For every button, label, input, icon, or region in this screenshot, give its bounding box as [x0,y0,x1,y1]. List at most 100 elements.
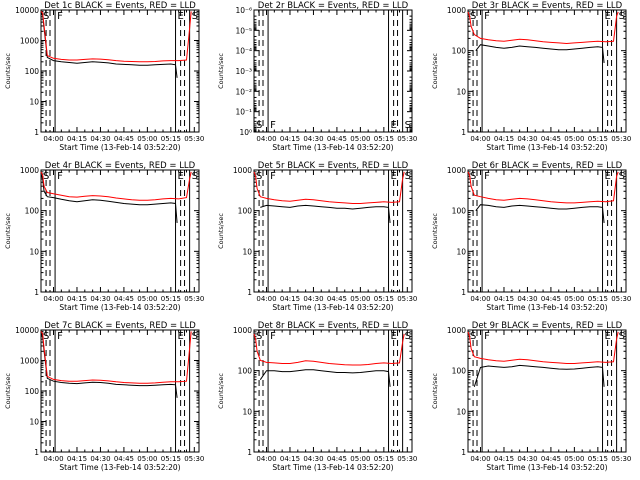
x-axis-label: Start Time (13-Feb-14 03:52:20) [59,303,180,312]
x-tick-label: 04:45 [541,295,561,303]
panel-title: Det 4r BLACK = Events, RED = LLD [45,161,196,171]
x-tick-label: 05:15 [588,135,608,143]
x-tick-label: 05:30 [184,135,204,143]
x-tick-label: 04:00 [43,135,63,143]
x-tick-label: 05:15 [588,295,608,303]
series-events [475,204,605,223]
x-tick-label: 04:45 [114,295,134,303]
marker-label: F [484,171,490,182]
marker-label: S [43,171,49,182]
y-tick-label: 100 [238,207,253,216]
y-tick-label: 10 [456,247,466,256]
x-tick-label: 05:00 [564,295,584,303]
series-events [40,12,178,78]
y-tick-label: 1000 [447,6,466,15]
y-tick-label: 1000 [233,166,252,175]
x-tick-label: 05:00 [350,295,370,303]
x-tick-label: 05:00 [564,135,584,143]
y-axis-label: Counts/sec [4,213,12,249]
x-tick-label: 05:15 [374,295,394,303]
x-tick-label: 04:45 [541,455,561,463]
y-tick-label: 10 [242,407,252,416]
y-axis-label: Counts/sec [217,213,225,249]
x-tick-label: 04:15 [280,455,300,463]
x-axis-label: Start Time (13-Feb-14 03:52:20) [486,143,607,152]
series-events [259,369,391,387]
x-tick-label: 04:30 [517,295,537,303]
x-tick-label: 05:00 [350,455,370,463]
y-axis-label: Counts/sec [4,373,12,409]
y-tick-label: 1 [461,128,466,137]
panel-det-2r: Det 2r BLACK = Events, RED = LLD 10⁰ 10⁻¹ 1… [217,1,417,152]
x-tick-label: 05:15 [161,455,181,463]
x-tick-label: 05:30 [184,455,204,463]
marker-label: F [270,171,276,182]
series-lld [467,331,619,364]
x-tick-label: 04:30 [90,455,110,463]
x-tick-label: 04:30 [517,455,537,463]
marker-label: S [619,171,625,182]
x-tick-label: 04:45 [541,135,561,143]
marker-label: S [470,171,476,182]
x-tick-label: 05:30 [397,455,417,463]
y-tick-label: 1000 [20,37,39,46]
series-events [260,204,391,223]
series-lld [467,171,619,204]
series-lld [253,333,405,366]
series-events [473,364,605,387]
y-axis-label: Counts/sec [4,53,12,89]
marker-label: E [391,331,397,342]
y-tick-label: 100 [452,207,467,216]
y-tick-label: 10 [242,247,252,256]
y-tick-label: 1 [461,288,466,297]
marker-label: S [192,171,198,182]
series-events [475,44,605,63]
marker-label: S [405,171,411,182]
panel-det-4r: Det 4r BLACK = Events, RED = LLD 1 10 100 10… [4,161,204,312]
y-tick-label: 1000 [447,326,466,335]
marker-label: F [484,11,490,22]
y-tick-label: 10 [456,87,466,96]
y-tick-label: 10 [29,418,39,427]
x-axis-label: Start Time (13-Feb-14 03:52:20) [59,463,180,472]
series-lld [467,11,619,45]
panel-det-5r: Det 5r BLACK = Events, RED = LLD 1 10 100 10… [217,161,417,312]
x-tick-label: 04:30 [517,135,537,143]
x-axis-label: Start Time (13-Feb-14 03:52:20) [486,303,607,312]
y-axis-label: Counts/sec [217,53,225,89]
panel-det-6r: Det 6r BLACK = Events, RED = LLD 1 10 100 10… [431,161,631,312]
marker-label: F [57,331,63,342]
x-tick-label: 04:00 [470,135,490,143]
y-tick-label: 10000 [15,6,39,15]
y-tick-label: 100 [25,67,40,76]
y-tick-label: 100 [25,387,40,396]
x-axis-label: Start Time (13-Feb-14 03:52:20) [59,143,180,152]
panel-det-1c: Det 1c BLACK = Events, RED = LLD 1 10 100 10… [4,1,204,152]
y-tick-label: 100 [238,367,253,376]
marker-label: E [178,331,184,342]
y-tick-label: 1 [34,128,39,137]
panel-title: Det 2r BLACK = Events, RED = LLD [258,1,409,11]
y-tick-label: 10000 [15,326,39,335]
marker-label: S [405,331,411,342]
x-tick-label: 05:30 [611,455,631,463]
marker-label: S [43,11,49,22]
x-tick-label: 05:00 [137,455,157,463]
y-tick-label: 10⁻⁵ [235,26,252,35]
x-tick-label: 04:30 [90,135,110,143]
marker-label: F [484,331,490,342]
y-axis-label: Counts/sec [431,373,439,409]
panel-title: Det 3r BLACK = Events, RED = LLD [472,1,623,11]
x-tick-label: 04:45 [327,135,347,143]
x-tick-label: 05:00 [137,135,157,143]
x-tick-label: 05:15 [161,295,181,303]
y-tick-label: 10⁰ [239,128,252,137]
panel-det-8r: Det 8r BLACK = Events, RED = LLD 1 10 100 10… [217,321,417,472]
y-axis-label: Counts/sec [431,213,439,249]
marker-label: E [605,331,611,342]
marker-label: F [57,171,63,182]
x-tick-label: 04:15 [280,135,300,143]
series-lld [40,11,192,63]
y-axis-label: Counts/sec [431,53,439,89]
y-tick-label: 1 [247,448,252,457]
